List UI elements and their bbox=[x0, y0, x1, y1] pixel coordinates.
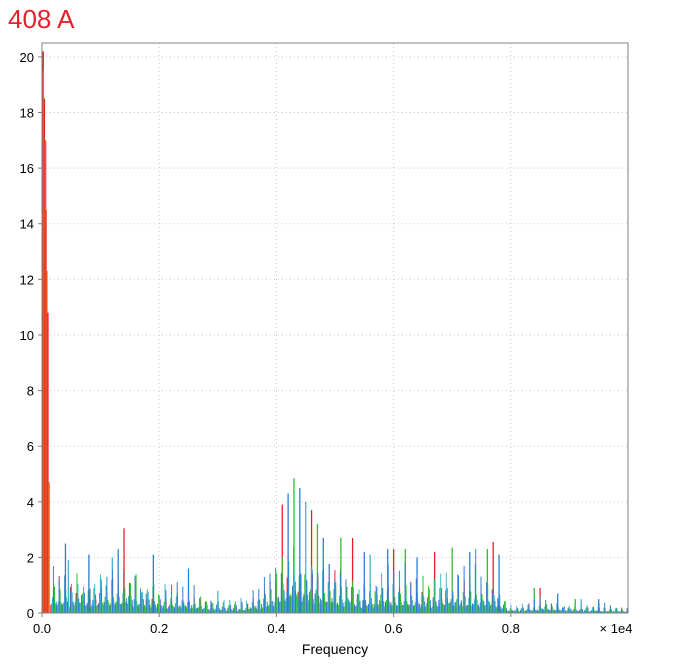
y-tick-label: 18 bbox=[20, 106, 34, 121]
axes: 0.0 0.2 0.4 0.6 0.8 0 2 4 6 8 10 12 14 16 18 20 bbox=[20, 50, 520, 636]
x-tick-label: 0.6 bbox=[385, 621, 403, 636]
y-tick-label: 16 bbox=[20, 161, 34, 176]
grid bbox=[42, 43, 628, 613]
y-tick-label: 10 bbox=[20, 328, 34, 343]
y-tick-label: 14 bbox=[20, 217, 34, 232]
chart-title: 408 A bbox=[8, 4, 75, 34]
y-tick-label: 20 bbox=[20, 50, 34, 65]
y-tick-label: 12 bbox=[20, 272, 34, 287]
y-tick-label: 2 bbox=[27, 550, 34, 565]
series-blue bbox=[52, 487, 628, 613]
series-blue-comb bbox=[52, 562, 628, 613]
x-axis-label: Frequency bbox=[302, 641, 368, 657]
plot-area bbox=[41, 51, 628, 613]
y-tick-label: 8 bbox=[27, 384, 34, 399]
plot-frame bbox=[41, 42, 629, 614]
x-tick-label: 0.8 bbox=[502, 621, 520, 636]
x-tick-label: 0.4 bbox=[267, 621, 285, 636]
y-tick-label: 4 bbox=[27, 495, 34, 510]
x-tick-label: 0.2 bbox=[150, 621, 168, 636]
x-tick-label: 0.0 bbox=[33, 621, 51, 636]
series-green-comb bbox=[51, 546, 626, 613]
x-multiplier-label: × 1e4 bbox=[600, 621, 633, 636]
y-tick-label: 0 bbox=[27, 606, 34, 621]
series-red bbox=[42, 51, 628, 613]
y-tick-label: 6 bbox=[27, 439, 34, 454]
series-green bbox=[51, 478, 626, 613]
fundamental-cluster bbox=[41, 51, 50, 613]
